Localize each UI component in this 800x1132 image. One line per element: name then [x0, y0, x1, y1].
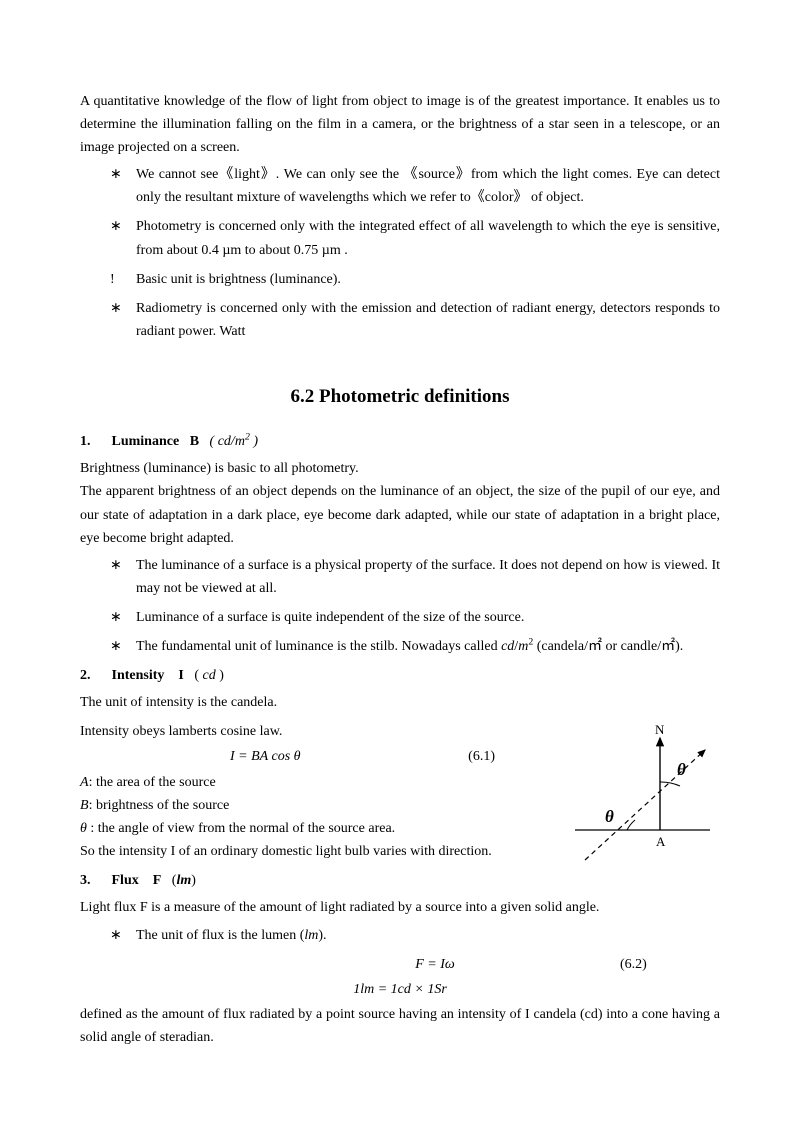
intro-bullets: ∗ We cannot see《light》. We can only see … — [110, 163, 720, 343]
bullet-marker: ! — [110, 268, 136, 291]
list-item: ∗ We cannot see《light》. We can only see … — [110, 163, 720, 209]
bullet-text: Photometry is concerned only with the in… — [136, 215, 720, 261]
bullet-marker: ∗ — [110, 554, 136, 600]
heading-symbol: I — [178, 668, 183, 683]
equation-lumen: 1lm = 1cd × 1Sr — [80, 978, 720, 1001]
list-item: ∗ Luminance of a surface is quite indepe… — [110, 606, 720, 629]
heading-symbol: F — [153, 873, 162, 888]
list-item: ∗ The fundamental unit of luminance is t… — [110, 635, 720, 658]
intro-paragraph: A quantitative knowledge of the flow of … — [80, 90, 720, 159]
section-heading: 6.2 Photometric definitions — [80, 381, 720, 412]
list-item: ! Basic unit is brightness (luminance). — [110, 268, 720, 291]
equation-6-1: I = BA cos θ (6.1) — [80, 745, 555, 768]
flux-bullets: ∗ The unit of flux is the lumen (lm). — [110, 924, 720, 947]
intensity-tail: So the intensity I of an ordinary domest… — [80, 840, 555, 863]
luminance-p2: The apparent brightness of an object dep… — [80, 480, 720, 549]
intensity-text: Intensity obeys lamberts cosine law. I =… — [80, 720, 555, 863]
list-item: ∗ The luminance of a surface is a physic… — [110, 554, 720, 600]
diagram-a-label: A — [656, 834, 666, 849]
subheading-luminance: 1. Luminance B ( cd/m2 ) — [80, 430, 720, 453]
diagram-n-label: N — [655, 722, 665, 737]
bullet-marker: ∗ — [110, 924, 136, 947]
subheading-flux: 3. Flux F (lm) — [80, 869, 720, 892]
bullet-text: Radiometry is concerned only with the em… — [136, 297, 720, 343]
intensity-theta: θ : the angle of view from the normal of… — [80, 817, 555, 840]
heading-unit: ( cd/m2 ) — [210, 434, 258, 449]
intensity-a: A: the area of the source — [80, 771, 555, 794]
bullet-text: The unit of flux is the lumen (lm). — [136, 924, 720, 947]
bullet-marker: ∗ — [110, 606, 136, 629]
list-item: ∗ Photometry is concerned only with the … — [110, 215, 720, 261]
heading-name: Luminance — [112, 434, 180, 449]
lambert-diagram: N θ θ A — [565, 720, 720, 865]
bullet-marker: ∗ — [110, 297, 136, 343]
equation-formula: I = BA cos θ — [230, 745, 301, 768]
bullet-text: Luminance of a surface is quite independ… — [136, 606, 720, 629]
intensity-block: Intensity obeys lamberts cosine law. I =… — [80, 720, 720, 865]
flux-p1: Light flux F is a measure of the amount … — [80, 896, 720, 919]
luminance-p1: Brightness (luminance) is basic to all p… — [80, 457, 720, 480]
num-prefix: 1. — [80, 430, 108, 453]
equation-number: (6.1) — [301, 745, 555, 768]
heading-name: Intensity — [112, 668, 165, 683]
intensity-p2: Intensity obeys lamberts cosine law. — [80, 720, 555, 743]
equation-number: (6.2) — [620, 953, 720, 976]
intensity-b: B: brightness of the source — [80, 794, 555, 817]
heading-symbol: B — [190, 434, 199, 449]
num-prefix: 3. — [80, 869, 108, 892]
bullet-text: Basic unit is brightness (luminance). — [136, 268, 720, 291]
heading-unit: (lm) — [172, 873, 196, 888]
bullet-marker: ∗ — [110, 163, 136, 209]
bullet-marker: ∗ — [110, 635, 136, 658]
list-item: ∗ Radiometry is concerned only with the … — [110, 297, 720, 343]
flux-tail: defined as the amount of flux radiated b… — [80, 1003, 720, 1049]
luminance-bullets: ∗ The luminance of a surface is a physic… — [110, 554, 720, 658]
list-item: ∗ The unit of flux is the lumen (lm). — [110, 924, 720, 947]
diagram-theta-top: θ — [677, 760, 686, 779]
bullet-text: The fundamental unit of luminance is the… — [136, 635, 720, 658]
bullet-marker: ∗ — [110, 215, 136, 261]
bullet-text: The luminance of a surface is a physical… — [136, 554, 720, 600]
intensity-p1: The unit of intensity is the candela. — [80, 691, 720, 714]
diagram-theta-bottom: θ — [605, 807, 614, 826]
bullet-text: We cannot see《light》. We can only see th… — [136, 163, 720, 209]
heading-unit: ( cd ) — [194, 668, 224, 683]
heading-name: Flux — [112, 873, 139, 888]
equation-formula: F = Iω — [250, 953, 620, 976]
subheading-intensity: 2. Intensity I ( cd ) — [80, 664, 720, 687]
num-prefix: 2. — [80, 664, 108, 687]
equation-6-2: F = Iω (6.2) — [80, 953, 720, 976]
